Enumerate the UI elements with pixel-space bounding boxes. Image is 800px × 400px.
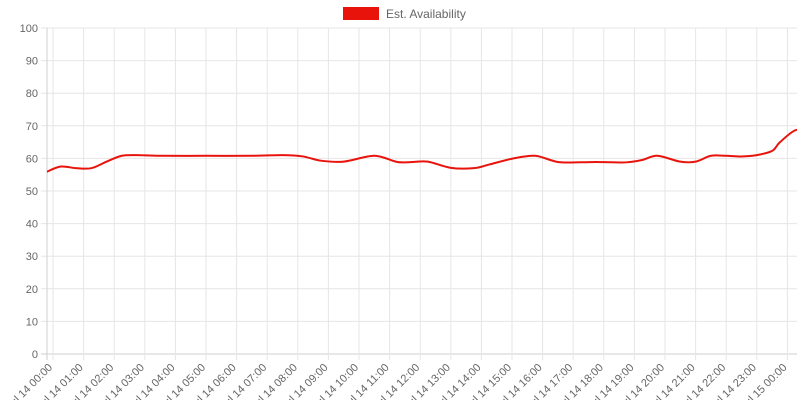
data-point[interactable] <box>134 152 140 158</box>
data-point[interactable] <box>300 153 306 159</box>
data-point[interactable] <box>532 153 538 159</box>
data-point[interactable] <box>341 159 347 165</box>
y-tick-label: 90 <box>26 56 38 68</box>
data-point[interactable] <box>157 153 163 159</box>
data-point[interactable] <box>593 159 599 165</box>
data-point[interactable] <box>486 162 492 168</box>
legend[interactable]: Est. Availability <box>343 7 466 21</box>
data-point[interactable] <box>677 159 683 165</box>
data-point[interactable] <box>708 153 714 159</box>
data-point[interactable] <box>693 159 699 165</box>
y-tick-label: 100 <box>20 23 38 35</box>
series-est-availability <box>47 127 798 173</box>
data-point[interactable] <box>394 159 400 165</box>
data-point[interactable] <box>777 139 783 145</box>
y-tick-label: 80 <box>26 88 38 100</box>
data-point[interactable] <box>555 159 561 165</box>
data-point[interactable] <box>723 153 729 159</box>
series-line-est-availability <box>47 128 797 173</box>
grid <box>41 27 797 360</box>
data-point[interactable] <box>371 153 377 159</box>
data-point[interactable] <box>739 153 745 159</box>
data-point[interactable] <box>425 159 431 165</box>
data-point[interactable] <box>792 127 798 133</box>
data-point[interactable] <box>58 164 64 170</box>
y-axis-tick-labels: 0 10 20 30 40 50 60 70 80 90 100 <box>20 23 38 361</box>
data-point[interactable] <box>471 165 477 171</box>
data-point[interactable] <box>119 153 125 159</box>
data-point[interactable] <box>318 158 324 164</box>
y-tick-label: 60 <box>26 153 38 165</box>
data-point[interactable] <box>639 157 645 163</box>
data-point[interactable] <box>410 159 416 165</box>
data-point[interactable] <box>448 165 454 171</box>
y-tick-label: 40 <box>26 219 38 231</box>
data-point[interactable] <box>280 152 286 158</box>
data-point[interactable] <box>578 159 584 165</box>
data-point[interactable] <box>654 153 660 159</box>
data-point[interactable] <box>88 165 94 171</box>
y-tick-label: 30 <box>26 251 38 263</box>
data-point[interactable] <box>73 165 79 171</box>
data-point[interactable] <box>509 156 515 162</box>
y-tick-label: 10 <box>26 316 38 328</box>
data-point[interactable] <box>624 159 630 165</box>
y-tick-label: 70 <box>26 121 38 133</box>
legend-label-est-availability[interactable]: Est. Availability <box>386 7 466 21</box>
y-tick-label: 50 <box>26 186 38 198</box>
data-point[interactable] <box>608 159 614 165</box>
y-tick-label: 20 <box>26 284 38 296</box>
data-point[interactable] <box>769 148 775 154</box>
y-tick-label: 0 <box>32 349 38 361</box>
data-point[interactable] <box>104 159 110 165</box>
legend-swatch-est-availability[interactable] <box>343 7 379 20</box>
data-point[interactable] <box>754 152 760 158</box>
data-point[interactable] <box>203 153 209 159</box>
data-point[interactable] <box>249 153 255 159</box>
